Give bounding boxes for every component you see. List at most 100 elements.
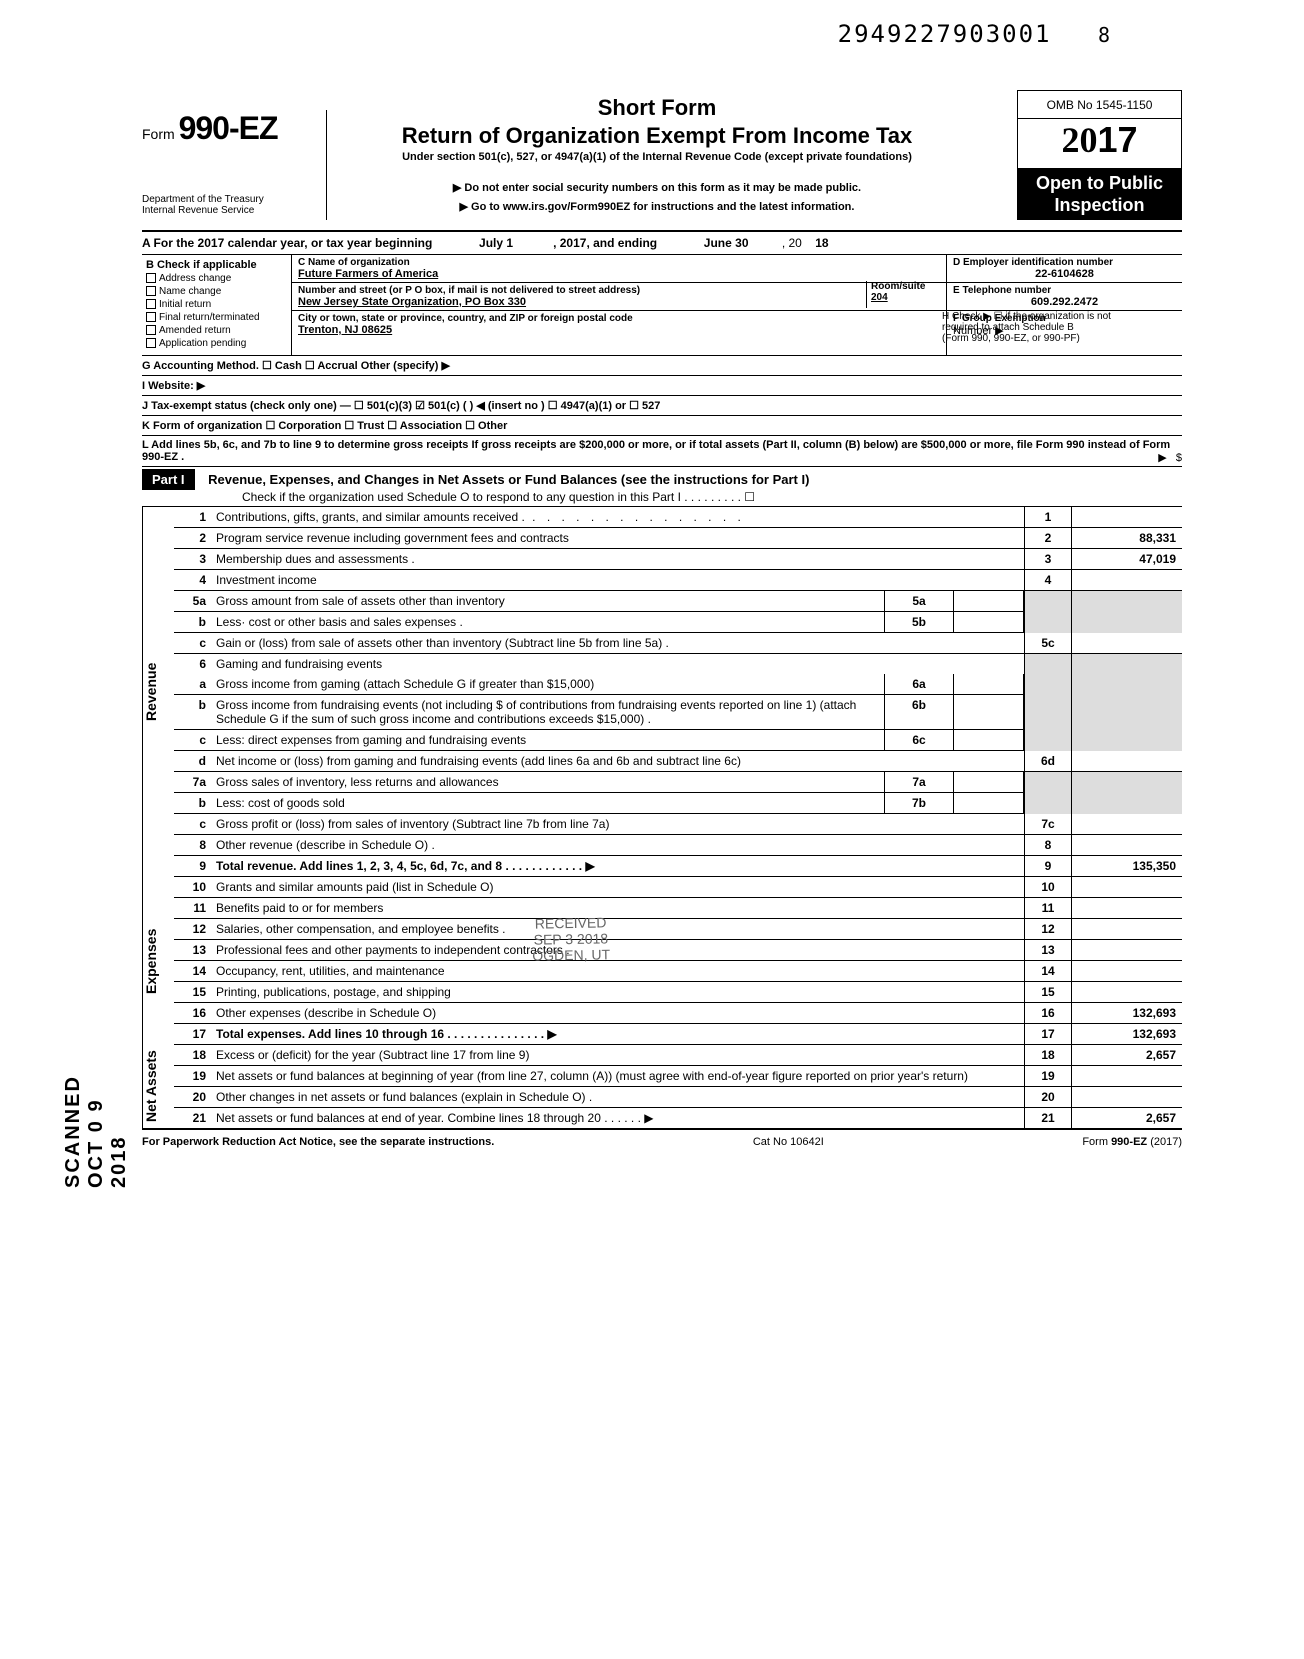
row-a: A For the 2017 calendar year, or tax yea…: [142, 232, 1182, 255]
rn: 16: [1024, 1003, 1072, 1024]
mn: 7a: [884, 772, 954, 793]
ln: 20: [174, 1087, 212, 1108]
b-item: Initial return: [159, 299, 211, 310]
omb-number: OMB No 1545-1150: [1017, 90, 1182, 118]
g-text: G Accounting Method. ☐ Cash ☐ Accrual Ot…: [142, 360, 450, 372]
ln: 18: [174, 1045, 212, 1066]
section-b: B Check if applicable Address change Nam…: [142, 255, 292, 355]
rv: [1072, 633, 1182, 654]
mn: 5b: [884, 612, 954, 633]
mv: [954, 591, 1024, 612]
ld: Occupancy, rent, utilities, and maintena…: [212, 961, 1024, 982]
doc-id-suffix: 8: [1098, 23, 1112, 47]
org-name: Future Farmers of America: [298, 268, 940, 280]
ld: Gaming and fundraising events: [212, 654, 1024, 674]
form-page: 2949227903001 8 OMB No 1545-1150 2017 Op…: [102, 20, 1202, 1188]
gray: [1024, 730, 1072, 751]
c-street-label: Number and street (or P O box, if mail i…: [298, 285, 940, 296]
rv: 132,693: [1072, 1024, 1182, 1045]
row-a-suffix: , 20: [782, 236, 802, 250]
form-big: 990-EZ: [179, 110, 278, 146]
rv: [1072, 751, 1182, 772]
chk-initial[interactable]: [146, 299, 156, 309]
ld: Gross profit or (loss) from sales of inv…: [212, 814, 1024, 835]
rv: [1072, 961, 1182, 982]
mv: [954, 793, 1024, 814]
expenses-grid: Expenses 10 Grants and similar amounts p…: [142, 877, 1182, 1045]
gray: [1024, 654, 1072, 674]
ln: b: [174, 612, 212, 633]
rv: [1072, 507, 1182, 528]
rv: 135,350: [1072, 856, 1182, 877]
f-label: F Group Exemption: [953, 313, 1176, 324]
ld: Contributions, gifts, grants, and simila…: [212, 507, 1024, 528]
rv: 2,657: [1072, 1108, 1182, 1128]
row-g: G Accounting Method. ☐ Cash ☐ Accrual Ot…: [142, 356, 1182, 376]
footer-form: 990-EZ: [1111, 1136, 1147, 1148]
rn: 12: [1024, 919, 1072, 940]
rn: 17: [1024, 1024, 1072, 1045]
revenue-grid: Revenue 1 Contributions, gifts, grants, …: [142, 507, 1182, 877]
rv: [1072, 1087, 1182, 1108]
part1-label: Part I: [142, 469, 195, 490]
info-block: B Check if applicable Address change Nam…: [142, 255, 1182, 356]
rv: [1072, 898, 1182, 919]
gray: [1024, 591, 1072, 612]
mv: [954, 695, 1024, 730]
chk-pending[interactable]: [146, 338, 156, 348]
phone-value: 609.292.2472: [953, 296, 1176, 308]
ld: Gross sales of inventory, less returns a…: [212, 772, 884, 793]
chk-address[interactable]: [146, 273, 156, 283]
rn: 10: [1024, 877, 1072, 898]
f-label2: Number ▶: [953, 324, 1176, 337]
tax-year-box: 2017: [1017, 118, 1182, 168]
row-a-mid: , 2017, and ending: [553, 236, 657, 250]
part1-title: Revenue, Expenses, and Changes in Net As…: [208, 472, 809, 487]
chk-final[interactable]: [146, 312, 156, 322]
tax-year-end-yy: 18: [815, 236, 828, 250]
ld: Salaries, other compensation, and employ…: [212, 919, 1024, 940]
mv: [954, 730, 1024, 751]
rv: [1072, 982, 1182, 1003]
rn: 19: [1024, 1066, 1072, 1087]
org-city: Trenton, NJ 08625: [298, 324, 940, 336]
ln: 16: [174, 1003, 212, 1024]
ld: Net assets or fund balances at end of ye…: [212, 1108, 1024, 1128]
side-expenses: Expenses: [142, 877, 174, 1045]
ln: 19: [174, 1066, 212, 1087]
rn: 14: [1024, 961, 1072, 982]
chk-amended[interactable]: [146, 325, 156, 335]
gray: [1024, 793, 1072, 814]
b-item: Application pending: [159, 338, 246, 349]
ln: b: [174, 793, 212, 814]
ld: Gross amount from sale of assets other t…: [212, 591, 884, 612]
ln: 11: [174, 898, 212, 919]
k-text: K Form of organization ☐ Corporation ☐ T…: [142, 420, 507, 432]
ein-value: 22-6104628: [953, 268, 1176, 280]
c-city-label: City or town, state or province, country…: [298, 313, 940, 324]
ld: Gain or (loss) from sale of assets other…: [212, 633, 1024, 654]
ln: 13: [174, 940, 212, 961]
dept1: Department of the Treasury: [142, 194, 264, 205]
room-value: 204: [871, 292, 946, 303]
mn: 6c: [884, 730, 954, 751]
rn: 4: [1024, 570, 1072, 591]
gray: [1024, 674, 1072, 695]
open-line2: Inspection: [1017, 194, 1182, 216]
ln: c: [174, 814, 212, 835]
ln: 5a: [174, 591, 212, 612]
gray: [1072, 654, 1182, 674]
part1-check: Check if the organization used Schedule …: [142, 490, 1182, 504]
header-center: Short Form Return of Organization Exempt…: [327, 95, 987, 213]
ln: 4: [174, 570, 212, 591]
rn: 13: [1024, 940, 1072, 961]
open-line1: Open to Public: [1017, 172, 1182, 194]
ln: b: [174, 695, 212, 730]
gray: [1072, 674, 1182, 695]
rn: 2: [1024, 528, 1072, 549]
chk-name[interactable]: [146, 286, 156, 296]
ln: 21: [174, 1108, 212, 1128]
l-text: L Add lines 5b, 6c, and 7b to line 9 to …: [142, 439, 1170, 463]
rn: 11: [1024, 898, 1072, 919]
gray: [1024, 772, 1072, 793]
